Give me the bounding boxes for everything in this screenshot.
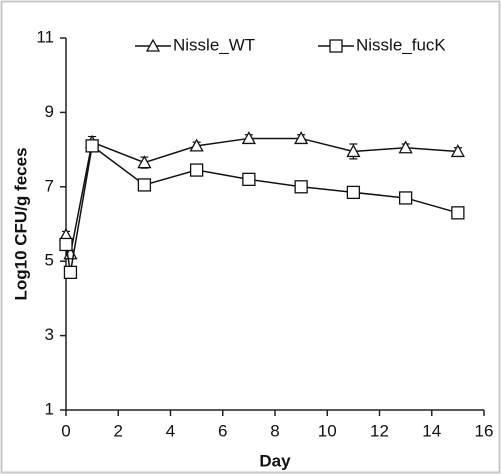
x-tick-label: 4 bbox=[166, 421, 175, 440]
marker bbox=[398, 140, 413, 154]
marker bbox=[294, 131, 309, 145]
x-tick-label: 2 bbox=[114, 421, 123, 440]
y-tick-label: 7 bbox=[45, 176, 54, 195]
x-tick-label: 6 bbox=[218, 421, 227, 440]
marker bbox=[189, 163, 204, 177]
marker bbox=[85, 139, 99, 153]
marker bbox=[346, 144, 361, 158]
marker bbox=[398, 191, 413, 205]
x-tick-label: 12 bbox=[370, 421, 389, 440]
y-tick-label: 9 bbox=[45, 102, 54, 121]
x-tick-label: 10 bbox=[318, 421, 337, 440]
marker bbox=[63, 265, 78, 280]
series-line bbox=[65, 144, 459, 273]
marker bbox=[242, 172, 256, 187]
x-tick-label: 8 bbox=[270, 421, 279, 440]
marker bbox=[346, 185, 361, 200]
marker bbox=[59, 237, 73, 252]
legend-label: Nissle_fucK bbox=[356, 35, 446, 54]
y-tick-label: 5 bbox=[45, 251, 54, 270]
y-tick-label: 1 bbox=[45, 399, 54, 418]
series-line bbox=[65, 137, 458, 254]
legend-label: Nissle_WT bbox=[173, 35, 255, 54]
y-tick-label: 11 bbox=[36, 27, 54, 46]
marker bbox=[294, 180, 308, 194]
x-tick-label: 16 bbox=[475, 421, 494, 440]
marker bbox=[329, 39, 343, 53]
marker bbox=[241, 131, 256, 145]
marker bbox=[451, 206, 465, 220]
x-axis-title: Day bbox=[259, 451, 291, 470]
x-tick-label: 14 bbox=[422, 421, 441, 440]
marker bbox=[189, 138, 204, 152]
marker bbox=[145, 38, 161, 52]
y-tick-label: 3 bbox=[45, 325, 54, 344]
y-axis-title: Log10 CFU/g feces bbox=[11, 147, 30, 300]
marker bbox=[137, 178, 152, 192]
marker bbox=[137, 155, 152, 169]
x-tick-label: 0 bbox=[61, 421, 70, 440]
marker bbox=[450, 144, 465, 158]
